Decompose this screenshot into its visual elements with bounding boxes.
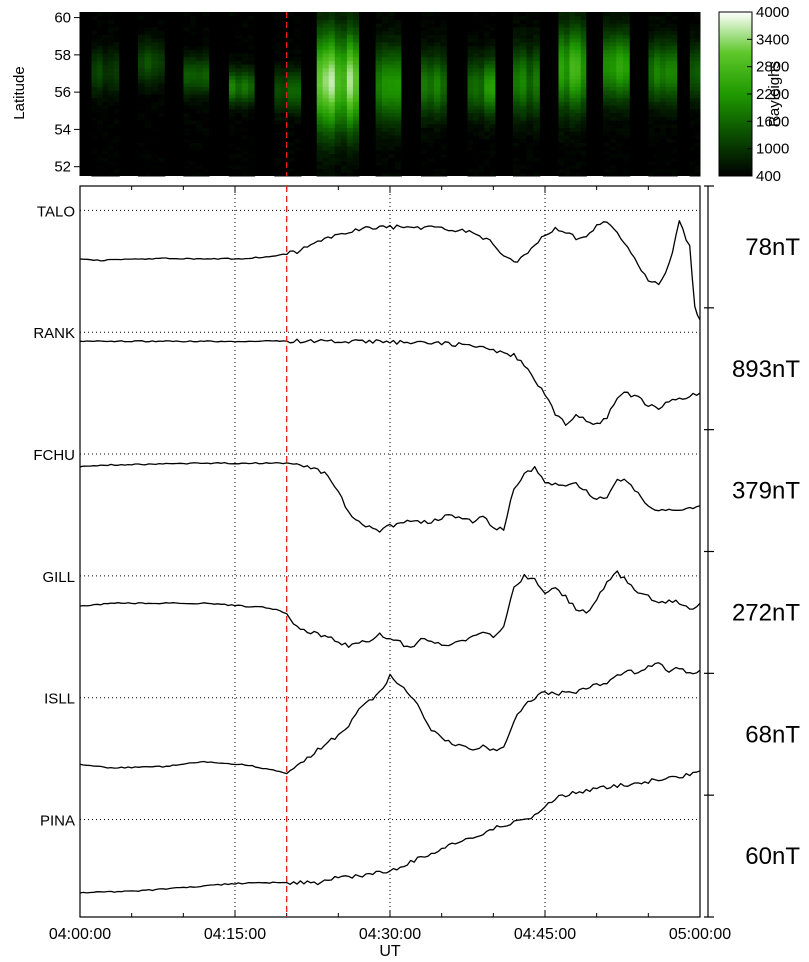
keogram-gap [446,12,468,176]
series-fchu: FCHU 379nT [33,429,800,533]
latitude-axis-label: Latitude [11,66,28,119]
colorbar-label: Rayleighs [766,61,783,127]
series-isll: ISLL 68nT [44,662,800,775]
x-tick-label: 04:30:00 [359,926,421,943]
keogram-gap [586,12,603,176]
keogram-gap [629,12,649,176]
colorbar-tick-label: 1000 [756,141,789,158]
keogram-gap [209,12,229,176]
trace-fchu [79,461,701,533]
colorbar: 400 1000 1600 2200 2800 3400 4000 [718,4,789,185]
station-label-rank: RANK [33,325,75,342]
latitude-tick-label: 52 [54,159,71,176]
keogram-column-13 [689,12,701,177]
keogram-column-2 [183,12,210,177]
x-axis-label: UT [379,943,401,960]
keogram-gap [301,12,317,176]
x-tick-label: 04:15:00 [204,926,266,943]
keogram-gap [677,12,690,176]
keogram-gap [164,12,184,176]
trace-isll [79,662,701,775]
magnetometer-panel: 04:00:00 04:15:00 04:30:00 04:45:00 05:00:00… [33,185,800,943]
keogram-gap [401,12,421,176]
keogram-column-6 [375,12,402,177]
series-talo: TALO 78nT [37,185,800,321]
scale-label-gill: 272nT [732,599,800,626]
keogram-column-5 [316,12,360,177]
colorbar-tick-label: 2800 [756,59,789,76]
latitude-tick-label: 58 [54,47,71,64]
trace-talo [79,220,701,321]
series-pina: PINA 60nT [40,770,800,894]
keogram-gap [359,12,376,176]
station-label-fchu: FCHU [33,447,75,464]
keogram-gap [495,12,513,176]
keogram-column-12 [648,12,678,177]
keogram-axes: 52 54 56 58 60 [54,10,81,176]
trace-rank [79,338,701,426]
colorbar-tick-label: 2200 [756,86,789,103]
scale-label-talo: 78nT [745,234,800,261]
station-label-gill: GILL [42,569,75,586]
scale-label-isll: 68nT [745,721,800,748]
keogram-gap [80,12,92,176]
keogram-column-10 [558,12,587,177]
keogram-column-8 [467,12,496,177]
scale-label-fchu: 379nT [732,478,800,505]
trace-gill [79,570,701,648]
colorbar-tick-label: 400 [756,168,781,185]
colorbar-tick-label: 1600 [756,113,789,130]
keogram-column-4 [274,12,302,177]
series-rank: RANK 893nT [33,307,800,426]
keogram-column-7 [421,12,448,177]
x-tick-label: 05:00:00 [669,926,731,943]
scale-label-rank: 893nT [732,356,800,383]
keogram-gap [539,12,559,176]
latitude-tick-label: 60 [54,10,71,27]
keogram-gap [254,12,275,176]
latitude-tick-label: 54 [54,121,71,138]
keogram-column-9 [512,12,541,177]
colorbar-scale [718,11,753,177]
keogram-column-0 [91,12,120,177]
station-label-pina: PINA [40,813,75,830]
keogram-gap [119,12,138,176]
station-label-isll: ISLL [44,691,75,708]
latitude-tick-label: 56 [54,84,71,101]
keogram-column-11 [602,12,631,177]
colorbar-tick-label: 3400 [756,31,789,48]
keogram-panel [80,12,701,177]
series-gill: GILL 272nT [42,550,800,648]
x-tick-label: 04:00:00 [49,926,111,943]
station-label-talo: TALO [37,203,75,220]
magnetometer-frame [79,185,701,918]
keogram-column-3 [228,12,256,177]
colorbar-tick-label: 4000 [756,4,789,21]
trace-pina [79,770,701,894]
scale-label-pina: 60nT [745,843,800,870]
keogram-column-1 [137,12,166,177]
x-tick-label: 04:45:00 [514,926,576,943]
